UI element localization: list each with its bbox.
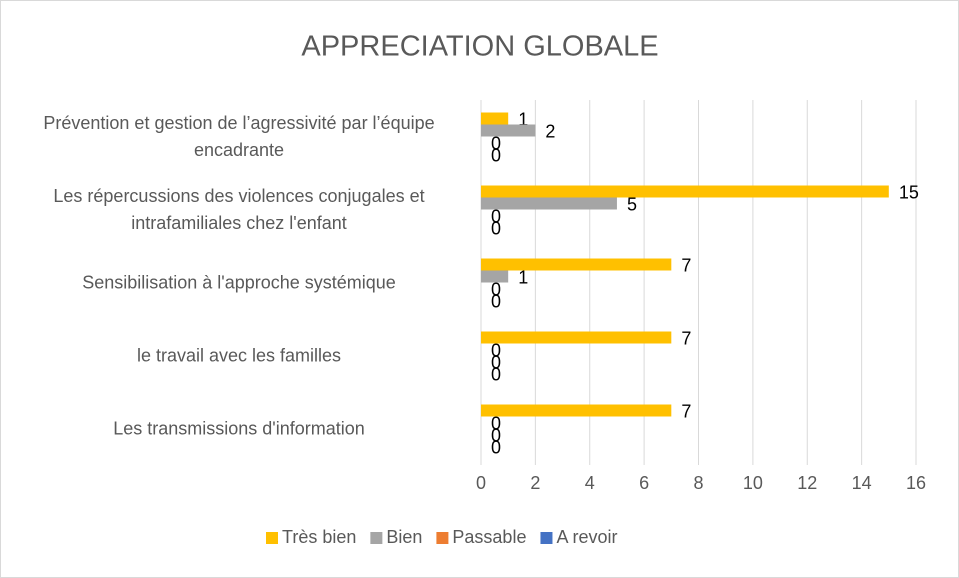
data-label: 0 [491,413,501,433]
legend-label: Bien [386,527,422,547]
data-label: 1 [518,109,528,129]
bar [481,331,672,344]
data-label: 7 [681,401,691,421]
data-label: 0 [491,133,501,153]
x-tick-label: 6 [639,473,649,493]
data-label: 0 [491,352,501,372]
data-label: 0 [491,340,501,360]
x-tick-label: 16 [906,473,926,493]
legend-label: Passable [452,527,526,547]
category-label: Les répercussions des violences conjugal… [53,185,425,233]
legend-swatch [540,532,553,544]
data-label: 5 [627,194,637,214]
data-label: 0 [491,291,501,311]
data-label: 7 [681,255,691,275]
x-tick-label: 10 [743,473,763,493]
data-label: 2 [545,121,555,141]
legend-label: Très bien [282,527,356,547]
bar [481,112,509,125]
legend-swatch [370,532,383,544]
category-label: Sensibilisation à l'approche systémique [82,272,396,292]
data-label: 7 [681,328,691,348]
legend-label: A revoir [556,527,617,547]
data-label: 0 [491,206,501,226]
chart-title: APPRECIATION GLOBALE [301,31,658,63]
x-tick-label: 8 [693,473,703,493]
data-label: 0 [491,218,501,238]
legend-swatch [436,532,449,544]
x-tick-label: 0 [476,473,486,493]
data-label: 15 [899,182,919,202]
x-tick-label: 14 [852,473,872,493]
legend-swatch [266,532,278,544]
data-label: 0 [491,279,501,299]
x-tick-label: 2 [530,473,540,493]
bar [481,124,536,137]
bar [481,270,509,283]
x-tick-label: 4 [585,473,595,493]
bar [481,258,672,271]
category-label: Prévention et gestion de l’agressivité p… [43,112,435,160]
bar [481,197,617,210]
bar [481,185,889,198]
category-label: le travail avec les familles [136,345,342,365]
data-label: 0 [491,364,501,384]
data-label: 0 [491,437,501,457]
x-tick-label: 12 [797,473,817,493]
data-label: 1 [518,267,528,287]
bar [481,404,672,417]
data-label: 0 [491,425,501,445]
category-label: Les transmissions d'information [113,418,365,438]
data-label: 0 [491,145,501,165]
